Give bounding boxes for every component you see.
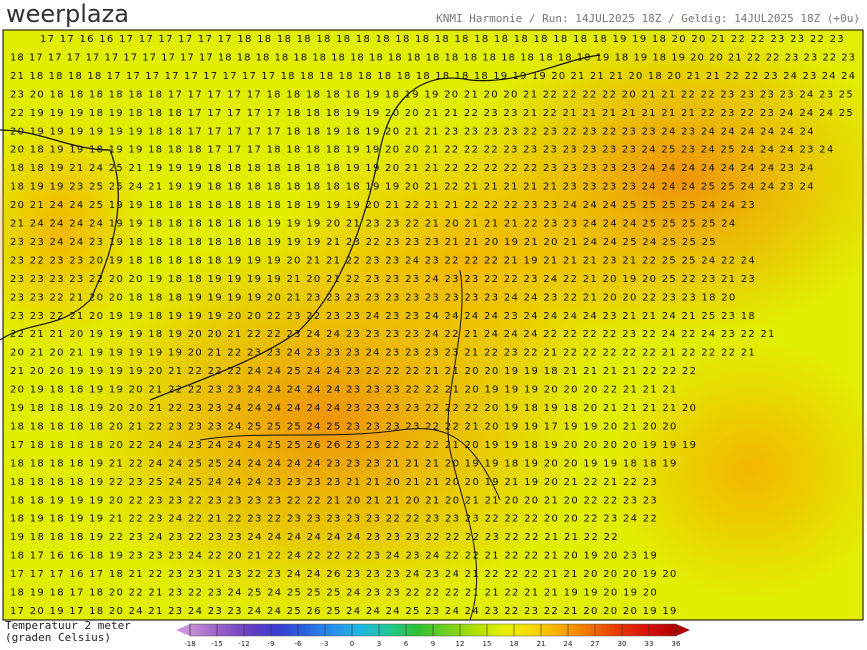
colorbar-tick-label: 0 [350,640,354,648]
colorbar-tick-label: -18 [184,640,195,648]
temperature-row: 22 21 21 20 19 19 19 18 19 20 20 21 22 2… [10,329,774,340]
colorbar: -18 -15 -12 -9 -6 -3 0 3 6 9 12 15 18 21 24 27 30 33 36 [176,623,690,648]
temperature-row: 18 18 19 21 24 25 21 19 19 19 18 18 18 1… [10,163,814,174]
logo: weerplaza [6,0,129,28]
map: 17 17 16 16 17 17 17 17 17 17 18 18 18 1… [0,20,867,621]
temperature-row: 18 19 19 23 25 25 24 21 19 19 18 18 18 1… [10,182,814,193]
temperature-row: 23 23 22 21 20 19 19 18 19 19 19 20 20 2… [10,311,755,322]
colorbar-tick-label: -12 [238,640,249,648]
temperature-row: 17 20 19 17 18 20 24 21 23 24 23 23 24 2… [10,606,676,617]
temperature-row: 23 22 23 23 20 19 18 18 18 18 18 19 19 1… [10,255,755,266]
temperature-row: 18 18 18 18 19 21 22 24 24 25 25 24 24 2… [10,458,676,469]
colorbar-arrow-right [676,624,690,636]
colorbar-tick-label: -3 [322,640,329,648]
temperature-row: 20 19 19 19 19 19 19 18 18 17 17 17 17 1… [10,126,814,137]
temperature-row: 21 24 24 24 24 19 19 18 18 18 18 18 18 1… [10,219,735,230]
colorbar-tick-label: 18 [510,640,519,648]
temperature-row: 20 21 20 21 19 19 19 19 19 20 21 22 23 2… [10,348,755,359]
coastline [149,54,601,401]
temperature-row: 18 18 19 19 19 20 22 23 23 22 23 23 23 2… [10,495,657,506]
colorbar-tick-label: 33 [645,640,654,648]
legend-label: Temperatuur 2 meter [5,619,131,632]
warm-area [610,340,867,600]
colorbar-tick-label: -9 [268,640,275,648]
warm-area [0,110,150,350]
legend-label: (graden Celsius) [5,631,111,644]
temperature-row: 19 18 18 18 19 22 23 24 23 22 23 23 24 2… [10,532,618,543]
colorbar-tick-label: 36 [672,640,681,648]
temperature-row: 18 18 18 18 18 20 21 22 23 23 23 24 25 2… [10,421,676,432]
colorbar-tick-label: 6 [404,640,409,648]
colorbar-tick-label: 30 [618,640,627,648]
temperature-row: 20 19 18 18 19 19 20 21 22 22 23 23 24 2… [10,385,676,396]
colorbar-tick-label: 9 [431,640,435,648]
temperature-row: 21 18 18 18 18 17 17 17 17 17 17 17 17 1… [10,71,855,82]
temperature-row: 19 18 18 18 19 20 20 21 22 23 23 24 24 2… [10,403,696,414]
temperature-row: 23 23 24 24 23 19 18 18 18 18 18 18 18 1… [10,237,716,248]
run-title: KNMI Harmonie / Run: 14JUL2025 18Z / Gel… [436,12,860,25]
colorbar-arrow-left [176,624,190,636]
temperature-row: 20 21 24 24 25 19 19 18 18 18 18 18 18 1… [10,200,755,211]
colorbar-tick-label: -15 [211,640,222,648]
temperature-row: 23 20 18 18 18 18 18 18 17 17 17 17 17 1… [10,89,853,100]
temperature-row: 21 20 20 19 19 19 19 20 21 22 22 22 24 2… [10,366,696,377]
warm-area [270,120,670,400]
border [199,428,501,501]
temperature-row: 20 18 19 19 18 19 19 18 18 18 17 17 17 1… [10,145,833,156]
temperature-row: 22 19 19 19 18 19 18 18 18 17 17 17 17 1… [10,108,853,119]
temperature-row: 17 17 17 16 17 18 21 22 23 23 21 23 22 2… [10,569,676,580]
temperature-row: 18 19 18 19 19 21 22 23 24 22 21 22 23 2… [10,514,657,525]
temperature-row: 18 17 16 16 18 19 23 23 23 24 22 20 21 2… [10,551,657,562]
colorbar-tick-label: 24 [564,640,573,648]
temperature-row: 17 18 18 18 18 20 22 24 24 23 24 24 24 2… [10,440,696,451]
colorbar-tick-label: 3 [377,640,381,648]
colorbar-tick-label: 21 [537,640,546,648]
colorbar-tick-label: 15 [483,640,492,648]
temperature-row: 23 23 22 21 20 20 18 18 18 19 19 19 19 2… [10,292,735,303]
border [447,269,478,621]
colorbar-tick-label: -6 [295,640,303,648]
colorbar-tick-label: 27 [591,640,600,648]
coastline [0,129,119,341]
temperature-row: 17 17 16 16 17 17 17 17 17 17 18 18 18 1… [40,34,844,45]
colorbar-tick-label: 12 [456,640,465,648]
temperature-row: 18 17 17 17 17 17 17 17 17 17 17 18 18 1… [10,52,855,63]
temperature-row: 23 23 23 23 22 20 20 19 18 18 19 19 19 1… [10,274,755,285]
temperature-row: 18 19 18 17 18 20 22 21 23 22 23 24 25 2… [10,588,657,599]
temperature-row: 18 18 18 18 19 22 23 25 24 25 24 24 24 2… [10,477,657,488]
